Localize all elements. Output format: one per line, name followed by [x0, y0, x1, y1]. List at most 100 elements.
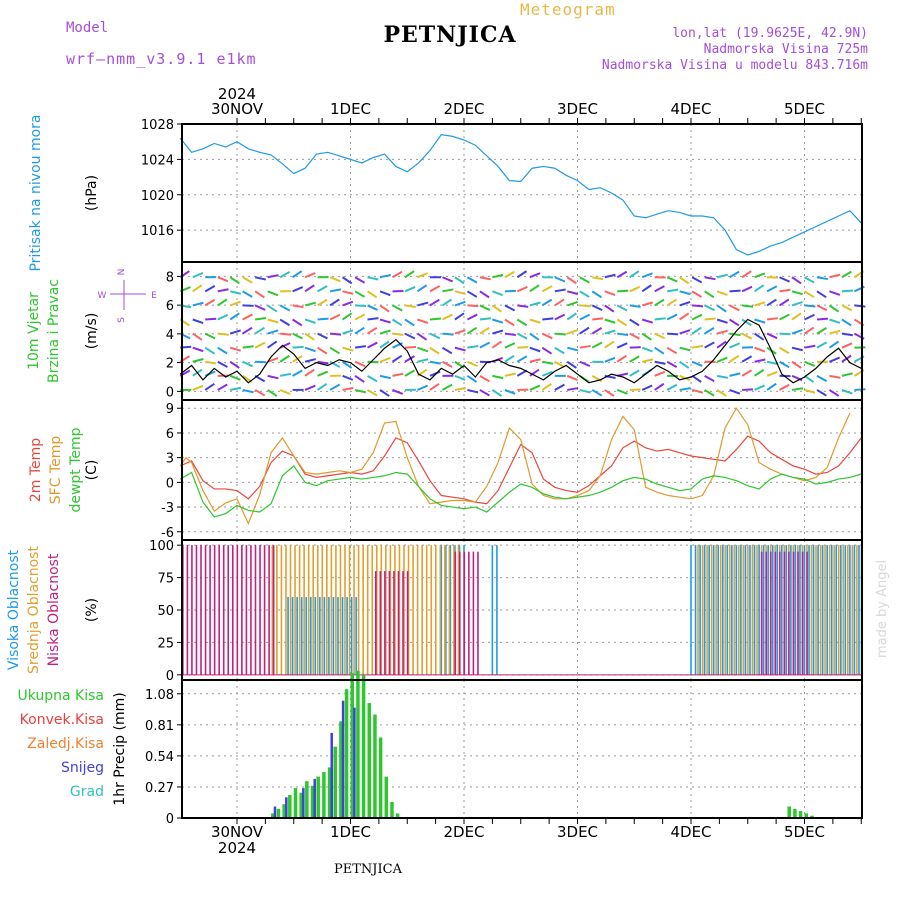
wind-arrow	[828, 304, 840, 313]
wind-arrow	[779, 332, 791, 336]
wind-arrow	[579, 344, 591, 349]
wind-arrow	[804, 276, 815, 284]
pressure-ytick-label: 1016	[141, 224, 174, 239]
wind-arrow	[254, 341, 266, 349]
wind-arrow	[704, 290, 715, 299]
wind-arrow	[529, 346, 541, 353]
wind-arrow	[654, 370, 666, 377]
wind-arrow	[591, 389, 603, 397]
wind-arrow	[429, 370, 441, 377]
wind-arrow	[816, 389, 827, 397]
wind-arrow	[292, 369, 303, 377]
wind-arrow	[192, 346, 204, 353]
wind-arrow	[541, 346, 553, 355]
wind-arrow	[267, 374, 279, 380]
wind-arrow	[729, 332, 741, 337]
wind-arrow	[766, 332, 778, 340]
wind-arrow	[679, 360, 690, 369]
wind-arrow	[392, 389, 404, 395]
wind-arrow	[242, 313, 253, 321]
wind-arrow	[267, 357, 279, 363]
wind-arrow	[741, 318, 752, 327]
wind-arrow	[304, 318, 316, 324]
precip-bar	[322, 772, 326, 818]
wind-arrow	[566, 276, 577, 285]
wind-ytick-label: 4	[166, 328, 174, 343]
wind-arrow	[803, 326, 815, 335]
wind-arrow	[704, 389, 715, 397]
wind-arrow	[641, 332, 652, 341]
clouds-label: Niska Oblacnost	[46, 553, 62, 666]
wind-arrow	[329, 332, 342, 336]
precip-bar	[310, 785, 315, 818]
wind-arrow	[804, 304, 816, 308]
wind-arrow	[304, 301, 317, 307]
wind-arrow	[604, 318, 616, 324]
precip-bar	[367, 703, 372, 818]
wind-arrow	[604, 290, 616, 297]
wind-arrow	[429, 317, 441, 321]
wind-arrow	[454, 300, 466, 307]
wind-arrow	[691, 313, 703, 321]
wind-arrow	[329, 276, 341, 283]
wind-arrow	[479, 374, 490, 383]
wind-arrow	[479, 326, 490, 335]
wind-arrow	[379, 356, 391, 363]
wind-arrow	[441, 360, 453, 368]
wind-arrow	[691, 388, 704, 394]
wind-arrow	[416, 284, 428, 293]
wind-arrow	[429, 382, 440, 391]
wind-arrow	[729, 354, 740, 363]
wind-arrow	[791, 360, 802, 369]
wind-arrow	[379, 318, 391, 324]
precip-bar	[285, 797, 288, 818]
wind-arrow	[592, 276, 604, 281]
wind-arrow	[591, 326, 603, 335]
wind-arrow	[404, 318, 415, 327]
wind-arrow	[354, 326, 365, 335]
clouds-ytick-label: 0	[166, 669, 174, 684]
wind-arrow	[591, 304, 603, 312]
wind-arrow	[429, 332, 441, 340]
wind-arrow	[354, 360, 366, 368]
wind-arrow	[816, 341, 828, 349]
pressure-label: Pritisak na nivou mora	[28, 114, 44, 271]
wind-arrow	[329, 360, 341, 368]
wind-arrow	[804, 313, 815, 321]
wind-arrow	[854, 304, 866, 308]
wind-arrow	[304, 284, 315, 293]
precip-bar	[373, 714, 377, 818]
wind-arrow	[766, 285, 778, 293]
wind-arrow	[679, 301, 691, 307]
wind-arrow	[579, 304, 591, 308]
wind-arrow	[666, 360, 678, 369]
wind-arrow	[404, 369, 416, 377]
wind-arrow	[379, 304, 390, 313]
wind-arrow	[192, 384, 204, 391]
wind-arrow	[716, 374, 729, 379]
wind-arrow	[242, 345, 254, 349]
wind-arrow	[217, 360, 228, 368]
location-coordinates: lon,lat (19.9625E, 42.9N)	[672, 26, 868, 41]
temperature-ytick-label: 9	[166, 402, 174, 417]
wind-arrow	[567, 387, 579, 391]
wind-arrow	[304, 358, 317, 363]
wind-arrow	[754, 318, 766, 324]
wind-arrow	[629, 355, 640, 363]
wind-arrow	[342, 290, 354, 295]
wind-arrow	[454, 374, 466, 381]
wind-arrow	[616, 388, 628, 395]
x-tick-top: 1DEC	[330, 100, 371, 118]
wind-arrow	[329, 346, 340, 355]
wind-arrow	[854, 388, 866, 391]
wind-arrow	[641, 301, 654, 307]
wind-arrow	[779, 313, 790, 321]
wind-arrow	[217, 332, 229, 336]
wind-arrow	[267, 389, 278, 397]
precip-legend-label: Ukupna Kisa	[17, 688, 104, 704]
wind-arrow	[716, 389, 727, 397]
wind-arrow	[504, 372, 516, 377]
wind-arrow	[205, 360, 217, 365]
temperature-label: 2m Temp	[28, 438, 44, 502]
